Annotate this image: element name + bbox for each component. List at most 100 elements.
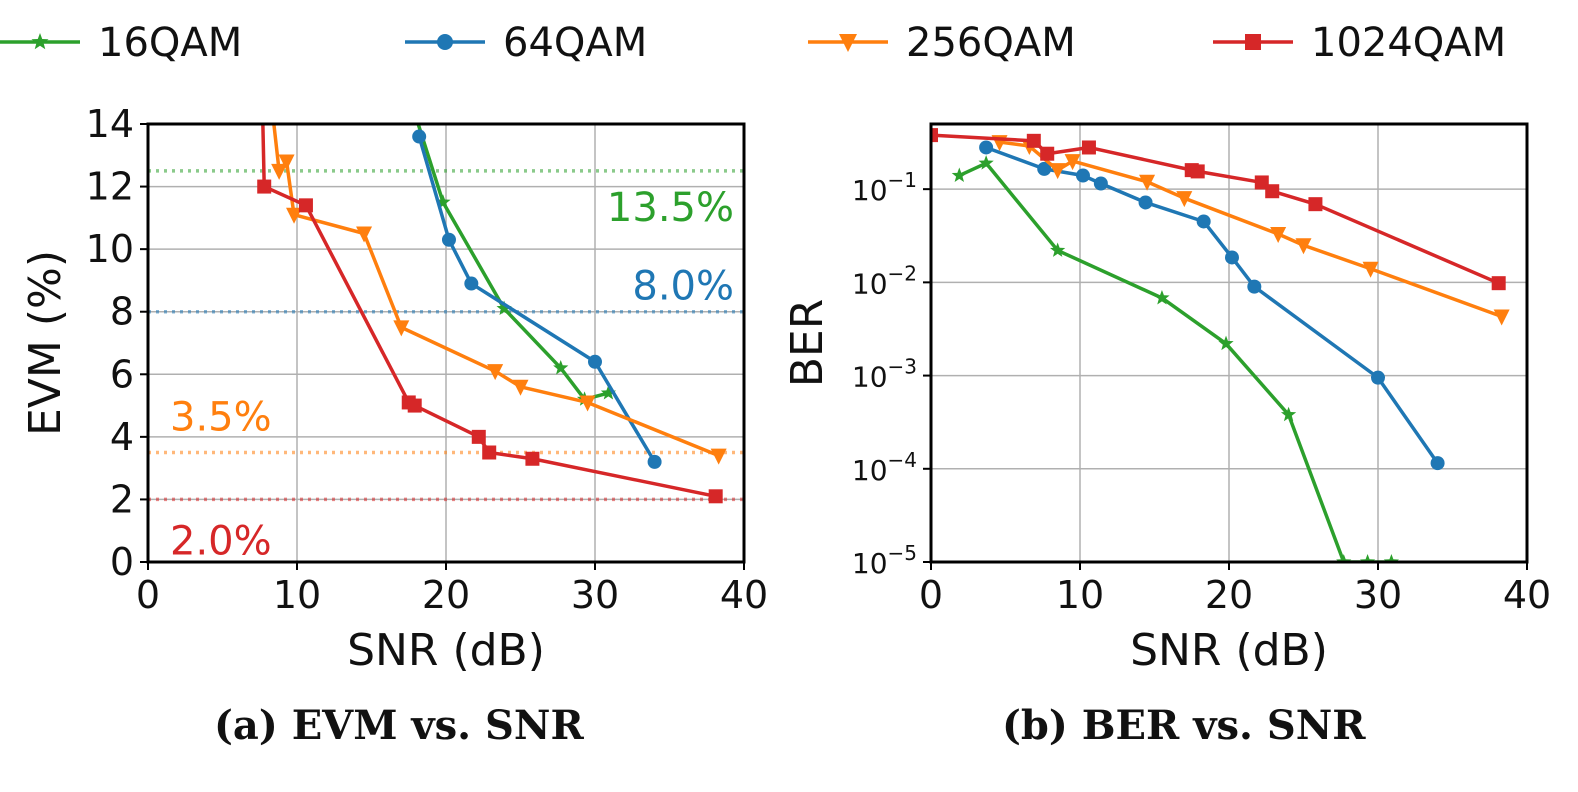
x-tick-label: 0 (136, 573, 160, 617)
point-1024qam (407, 398, 422, 413)
point-16qam (435, 194, 451, 209)
point-64qam (1224, 250, 1239, 265)
point-1024qam (257, 179, 272, 194)
y-tick-label: 10−5 (852, 541, 917, 580)
y-tick-label: 10−4 (852, 448, 917, 487)
y-tick-label: 10−3 (852, 355, 917, 394)
threshold-label: 2.0% (170, 518, 272, 564)
point-64qam (979, 140, 994, 155)
point-256qam (1139, 174, 1156, 191)
point-16qam (1218, 335, 1234, 351)
legend-marker (1245, 34, 1261, 50)
point-1024qam (471, 429, 486, 444)
point-16qam (1280, 406, 1297, 422)
caption-a: (a) EVM vs. SNR (214, 702, 584, 749)
point-16qam (1359, 554, 1376, 562)
series-group (255, 124, 727, 504)
point-256qam (512, 379, 529, 396)
y-tick-label: 14 (86, 102, 134, 146)
point-16qam (1154, 289, 1170, 305)
threshold-label: 8.0% (632, 264, 734, 310)
point-256qam (1176, 191, 1193, 208)
legend-label: 1024QAM (1311, 20, 1506, 66)
legend-label: 256QAM (906, 20, 1076, 66)
point-1024qam (931, 128, 938, 143)
point-64qam (1247, 279, 1262, 294)
point-1024qam (708, 489, 723, 504)
point-256qam (487, 364, 504, 381)
point-64qam (464, 276, 479, 291)
series-group (931, 128, 1510, 562)
point-256qam (710, 448, 727, 465)
point-256qam (393, 320, 410, 337)
legend-marker (437, 34, 453, 50)
series-line-16qam (416, 124, 609, 402)
point-64qam (588, 354, 602, 369)
point-1024qam (1026, 133, 1041, 148)
y-axis-label: EVM (%) (20, 250, 71, 436)
point-1024qam (1190, 164, 1205, 179)
legend: 16QAM 64QAM 256QAM 1024QAM (0, 20, 1506, 66)
point-1024qam (1040, 146, 1055, 161)
point-256qam (278, 154, 295, 171)
point-256qam (286, 207, 303, 224)
y-tick-label: 10−1 (852, 168, 917, 207)
point-64qam (647, 454, 662, 469)
point-64qam (441, 232, 456, 247)
legend-label: 64QAM (503, 20, 647, 66)
y-tick-label: 10 (86, 227, 134, 271)
point-1024qam (298, 198, 313, 213)
threshold-label: 13.5% (607, 185, 734, 231)
point-64qam (1093, 176, 1108, 191)
point-256qam (356, 226, 373, 243)
legend-marker (31, 33, 49, 50)
point-1024qam (1491, 276, 1506, 291)
x-tick-label: 20 (1205, 573, 1253, 617)
y-tick-label: 4 (110, 415, 134, 459)
x-tick-label: 20 (422, 573, 470, 617)
y-tick-label: 8 (110, 290, 134, 334)
caption-b: (b) BER vs. SNR (1002, 702, 1366, 749)
point-16qam (411, 124, 421, 125)
point-256qam (271, 163, 288, 180)
point-16qam (978, 155, 994, 170)
legend-item-1024qam: 1024QAM (1213, 20, 1506, 66)
point-16qam (1383, 554, 1400, 562)
x-tick-label: 40 (1503, 573, 1551, 617)
point-64qam (1037, 161, 1052, 176)
point-1024qam (525, 451, 540, 466)
y-tick-label: 6 (110, 352, 134, 396)
point-16qam (1050, 242, 1066, 257)
point-256qam (1064, 154, 1081, 171)
legend-item-256qam: 256QAM (808, 20, 1076, 66)
point-1024qam (1081, 140, 1096, 155)
point-256qam (579, 395, 596, 412)
point-64qam (412, 129, 427, 144)
legend-label: 16QAM (98, 20, 242, 66)
legend-item-16qam: 16QAM (0, 20, 242, 66)
evm-chart: 13.5%8.0%3.5%2.0%0 10 20 30 4002468101214SNR… (20, 102, 768, 676)
point-64qam (1430, 456, 1445, 471)
legend-marker (839, 34, 857, 52)
y-tick-label: 2 (110, 477, 134, 521)
x-axis-label: SNR (dB) (347, 625, 545, 676)
point-1024qam (1308, 197, 1323, 212)
x-tick-label: 40 (720, 573, 768, 617)
threshold-label: 3.5% (170, 395, 272, 441)
point-256qam (1049, 163, 1066, 180)
point-256qam (1295, 238, 1312, 255)
point-16qam (1336, 554, 1352, 562)
y-tick-label: 0 (110, 540, 134, 584)
x-tick-label: 30 (571, 573, 619, 617)
legend-item-64qam: 64QAM (405, 20, 647, 66)
point-64qam (1371, 370, 1385, 385)
ber-chart: 0 10 20 30 40 10−5 10−4 10−3 10−2 10−1 SNR (dB) BER (782, 122, 1551, 676)
y-tick-label: 10−2 (852, 261, 917, 300)
x-tick-label: 30 (1354, 573, 1402, 617)
x-tick-label: 10 (1056, 573, 1104, 617)
point-64qam (1196, 214, 1211, 229)
point-16qam (496, 300, 512, 316)
x-tick-label: 0 (919, 573, 943, 617)
y-tick-label: 12 (86, 165, 134, 209)
point-1024qam (1265, 184, 1280, 199)
